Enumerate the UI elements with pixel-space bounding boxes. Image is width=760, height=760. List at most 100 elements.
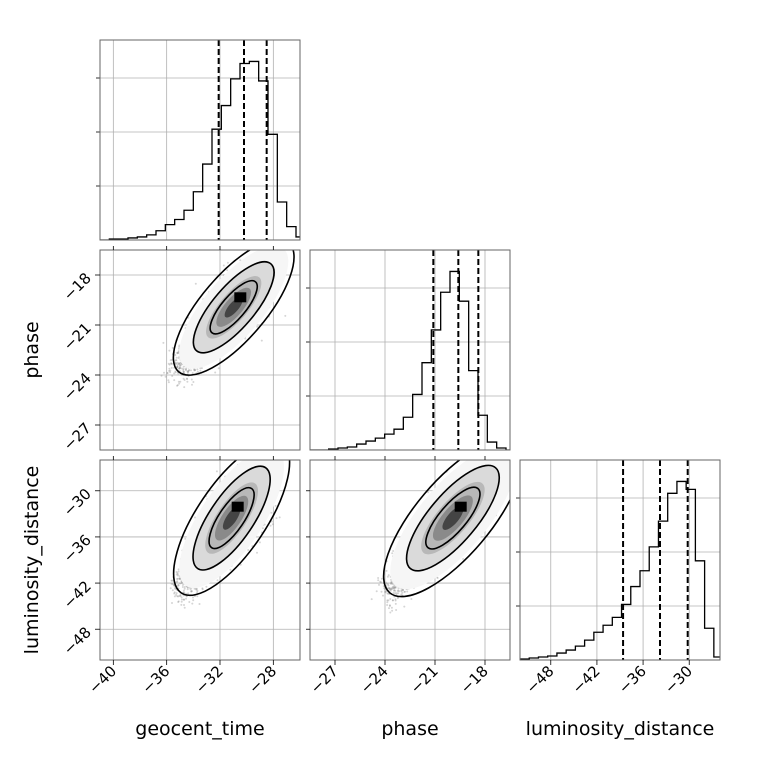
scatter-point [169,371,172,374]
contour-level-0 [172,250,295,376]
scatter-point [396,590,399,593]
scatter-point [174,354,177,356]
scatter-point [401,591,404,594]
scatter-point [387,599,390,602]
scatter-point [226,261,229,264]
scatter-point [180,582,183,585]
scatter-point [388,587,391,590]
scatter-point [180,600,183,603]
scatter-point [169,359,172,362]
scatter-point [170,362,172,365]
scatter-point [176,573,179,576]
scatter-point [175,573,178,576]
scatter-point [271,523,274,526]
scatter-point [174,361,177,364]
scatter-point [370,598,373,601]
scatter-point [176,366,179,369]
scatter-point [163,371,165,374]
scatter-point [393,586,396,589]
scatter-point [175,593,178,596]
scatter-point [379,580,382,583]
scatter-point [196,595,199,598]
scatter-point [168,349,171,352]
scatter-point [396,597,399,600]
scatter-point [170,579,173,582]
scatter-point [388,604,391,607]
scatter-point [184,369,187,371]
scatter-point [189,588,192,591]
scatter-point [167,379,170,382]
scatter-point [284,314,287,317]
scatter-point [247,549,250,551]
scatter-point [261,527,264,530]
scatter-point [179,367,182,369]
scatter-point [176,578,178,580]
scatter-point [177,584,180,587]
density-peak [234,292,247,303]
scatter-point [388,607,390,610]
scatter-point [196,368,199,371]
scatter-point [178,365,181,368]
scatter-point [278,516,281,519]
scatter-point [173,591,176,594]
scatter-point [392,550,395,552]
scatter-point [229,568,232,571]
scatter-point [182,589,185,592]
scatter-point [195,587,198,590]
scatter-point [402,589,405,591]
scatter-point [181,598,183,601]
scatter-point [406,590,409,593]
scatter-point [394,589,397,592]
scatter-point [171,589,174,592]
scatter-point [183,586,186,588]
scatter-point [387,583,390,586]
scatter-point [222,264,225,267]
scatter-point [178,362,181,365]
scatter-point [164,375,167,378]
scatter-point [192,596,194,599]
scatter-point [385,569,388,572]
scatter-point [391,586,394,588]
scatter-point [394,602,397,605]
scatter-point [173,592,176,595]
scatter-point [178,367,181,370]
scatter-point [391,587,394,590]
scatter-point [160,374,163,377]
scatter-point [217,367,220,370]
scatter-point [177,362,180,365]
contour-level-2 [208,486,255,550]
scatter-point [269,524,272,527]
scatter-point [176,577,179,580]
scatter-point [181,586,184,588]
density-panel-geocent_time-luminosity_distance [99,459,301,661]
scatter-point [387,587,390,590]
scatter-point [392,592,395,594]
scatter-point [258,541,261,544]
scatter-point [166,371,169,374]
scatter-point [177,568,180,571]
scatter-point [174,588,177,590]
scatter-point [390,606,393,609]
scatter-point [170,362,173,365]
scatter-point [178,594,181,597]
scatter-point [177,584,180,586]
scatter-point [180,603,183,606]
scatter-point [183,587,186,590]
hist-frame-geocent_time [99,39,301,241]
scatter-point [274,504,277,507]
scatter-point [179,364,181,366]
scatter-point [175,581,178,584]
scatter-point [193,369,196,372]
scatter-point [176,580,179,583]
scatter-point [182,370,185,373]
scatter-point [191,602,194,605]
scatter-point [178,382,181,385]
scatter-point [384,581,387,584]
scatter-point [174,363,177,365]
scatter-point [389,611,392,614]
scatter-point [168,369,171,372]
hist-step-geocent_time [100,60,300,240]
scatter-point [387,586,390,589]
scatter-point [169,369,172,372]
scatter-point [178,344,181,347]
